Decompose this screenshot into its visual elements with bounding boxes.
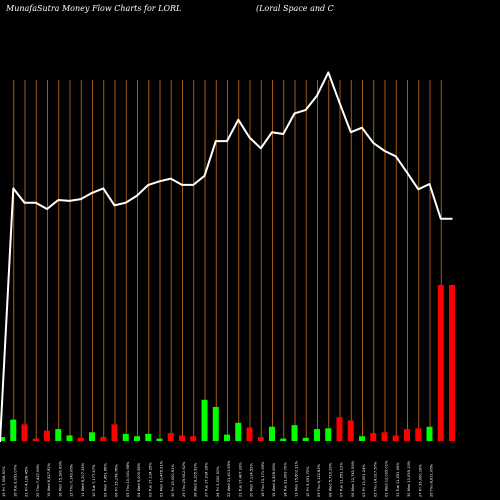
money-flow-bar xyxy=(235,422,242,441)
money-flow-bar xyxy=(167,433,174,441)
money-flow-bar xyxy=(302,437,309,441)
x-tick-label: 27 Tue 17,014.16% xyxy=(205,462,209,497)
money-flow-bar xyxy=(179,435,185,441)
x-tick-label: 21 Fri 4,128.45% xyxy=(25,466,29,497)
money-flow-bar xyxy=(89,432,95,441)
x-tick-label: 30 Mon 11,055.19% xyxy=(407,460,411,497)
x-tick-label: 06 Fri 15,178.76% xyxy=(115,464,119,497)
money-flow-bar xyxy=(314,429,320,441)
x-tick-label: 24 Fri 2,000.91% xyxy=(216,466,220,497)
money-flow-bar xyxy=(437,284,444,441)
x-tick-label: 19 Fri 7,508.91% xyxy=(2,466,6,497)
money-flow-bar xyxy=(246,427,253,441)
money-flow-bar xyxy=(21,424,28,441)
x-tick-label: 26 Thu 8,611.06% xyxy=(430,463,434,497)
money-flow-bar xyxy=(415,428,422,441)
x-tick-label: 01 Wed 12,005.01% xyxy=(385,460,389,497)
x-tick-label: 04 Wed 6,000.58% xyxy=(137,462,141,497)
chart-gridlines xyxy=(13,80,442,441)
money-flow-bar xyxy=(336,417,343,441)
money-flow-bar xyxy=(224,434,230,441)
x-tick-label: 29 Thu 25,612.62% xyxy=(182,461,186,497)
x-tick-label: 16 Mon 15,181.89% xyxy=(58,460,62,497)
money-flow-bar xyxy=(269,426,275,441)
price-line-layer xyxy=(0,71,453,443)
money-flow-bar xyxy=(291,425,298,441)
x-tick-label: 10 Tue 7,177.57% xyxy=(92,464,96,497)
x-tick-label: 20 Mon 7,114.52% xyxy=(250,463,254,497)
x-tick-label: 03 Fri 13,001.24% xyxy=(362,464,366,497)
money-flow-bar xyxy=(145,433,152,441)
x-tick-label: 27 Fri 35,000.16% xyxy=(418,464,422,497)
x-tick-label: 09 Mon 7,451.66% xyxy=(103,463,107,497)
money-flow-bar xyxy=(392,435,399,441)
money-flow-bar xyxy=(156,438,163,441)
money-flow-bar xyxy=(44,430,50,441)
x-tick-label: 12 Thu 7,143.06% xyxy=(70,463,74,497)
money-flow-bar xyxy=(257,437,264,441)
x-tick-label: 06 Mon 22,741.59% xyxy=(351,460,355,497)
x-tick-label: 10 Fri 9,051.70% xyxy=(306,466,310,497)
x-tick-label: 31 Tue 11,051.00% xyxy=(396,462,400,497)
x-tick-label: 14 Tue 31,009.70% xyxy=(283,462,287,497)
x-tick-label: 30 Fri 19,000.61% xyxy=(171,464,175,497)
x-tick-label: 09 Thu 6,122.82% xyxy=(317,463,321,497)
money-flow-bar xyxy=(0,437,5,441)
chart-title: MunafaSutra Money Flow Charts for LORL xyxy=(5,4,181,13)
money-flow-bar xyxy=(190,436,197,441)
money-flow-bar xyxy=(55,429,62,441)
x-tick-label: 15 Wed 4,506.06% xyxy=(272,462,276,497)
money-flow-bar xyxy=(100,437,107,441)
x-tick-label: 07 Tue 11,051.12% xyxy=(340,462,344,497)
money-flow-bar xyxy=(325,428,332,441)
price-line xyxy=(0,71,453,443)
x-tick-label: 02 Thu 14,017.57% xyxy=(373,461,377,497)
x-axis-labels: 19 Fri 7,508.91% 16 Tue 9,951.07% 21 Fri 4… xyxy=(2,460,434,497)
money-flow-bar xyxy=(370,433,377,441)
money-flow-bar xyxy=(449,284,455,441)
money-flow-bar xyxy=(32,438,39,441)
money-flow-bars xyxy=(0,284,455,441)
money-flow-bar xyxy=(426,426,433,441)
money-flow-bar xyxy=(77,437,84,441)
money-flow-bar xyxy=(359,436,365,441)
money-flow-bar xyxy=(10,419,17,441)
x-tick-label: 16 Tue 9,951.07% xyxy=(13,464,17,497)
money-flow-bar xyxy=(404,429,410,441)
x-tick-label: 05 Thu 10,001.98% xyxy=(126,461,130,497)
money-flow-bar xyxy=(201,399,208,441)
money-flow-bar xyxy=(347,420,354,441)
x-tick-label: 16 Thu 19,171.95% xyxy=(261,461,265,497)
x-tick-label: 02 Mon 12,476.91% xyxy=(160,460,164,497)
money-flow-bar xyxy=(212,406,219,441)
chart-subtitle: (Loral Space and C xyxy=(256,4,334,13)
x-tick-label: 19 Wed 6,527.82% xyxy=(47,462,51,497)
money-flow-bar xyxy=(66,435,73,441)
x-tick-label: 22 Wed 21,411.69% xyxy=(227,460,231,497)
money-flow-bar xyxy=(280,438,287,441)
money-flow-bar xyxy=(111,424,118,441)
money-flow-bar xyxy=(381,432,388,441)
x-tick-label: 28 Wed 8,105.92% xyxy=(193,462,197,497)
money-flow-bar xyxy=(122,433,129,441)
x-tick-label: 03 Tue 17,114.35% xyxy=(148,462,152,497)
money-flow-bar xyxy=(134,436,140,441)
x-tick-label: 21 Tue 17,407.33% xyxy=(238,462,242,497)
x-tick-label: 11 Wed 8,207.34% xyxy=(81,462,85,497)
x-tick-label: 08 Wed 5,715.29% xyxy=(328,462,332,497)
x-tick-label: 20 Thu 7,427.06% xyxy=(36,463,40,497)
x-tick-label: 13 Mon 15,602.31% xyxy=(295,460,299,497)
